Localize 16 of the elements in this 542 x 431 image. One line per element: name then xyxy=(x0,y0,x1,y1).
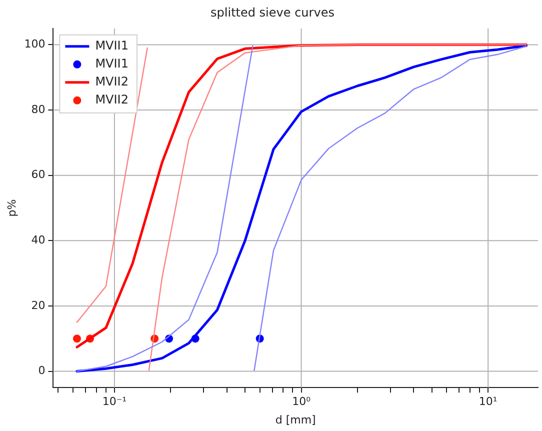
y-tick-label: 60 xyxy=(31,168,46,182)
x-tick-label: 10⁻¹ xyxy=(102,395,127,408)
legend-label: MVII1 xyxy=(95,56,128,71)
x-tick-label: 10¹ xyxy=(478,395,498,408)
legend-label: MVII2 xyxy=(95,74,128,89)
y-tick-label: 100 xyxy=(24,38,46,51)
y-tick-label: 0 xyxy=(38,364,46,378)
legend-label: MVII1 xyxy=(95,38,128,53)
y-tick-label: 80 xyxy=(31,102,46,116)
x-tick-label: 10⁰ xyxy=(292,395,312,408)
x-axis-title: d [mm] xyxy=(275,413,316,426)
y-axis-title: p% xyxy=(5,199,18,217)
chart-title: splitted sieve curves xyxy=(210,5,334,20)
y-tick-label: 40 xyxy=(31,234,46,247)
y-tick-label: 20 xyxy=(31,298,46,312)
legend-label: MVII2 xyxy=(95,92,128,107)
